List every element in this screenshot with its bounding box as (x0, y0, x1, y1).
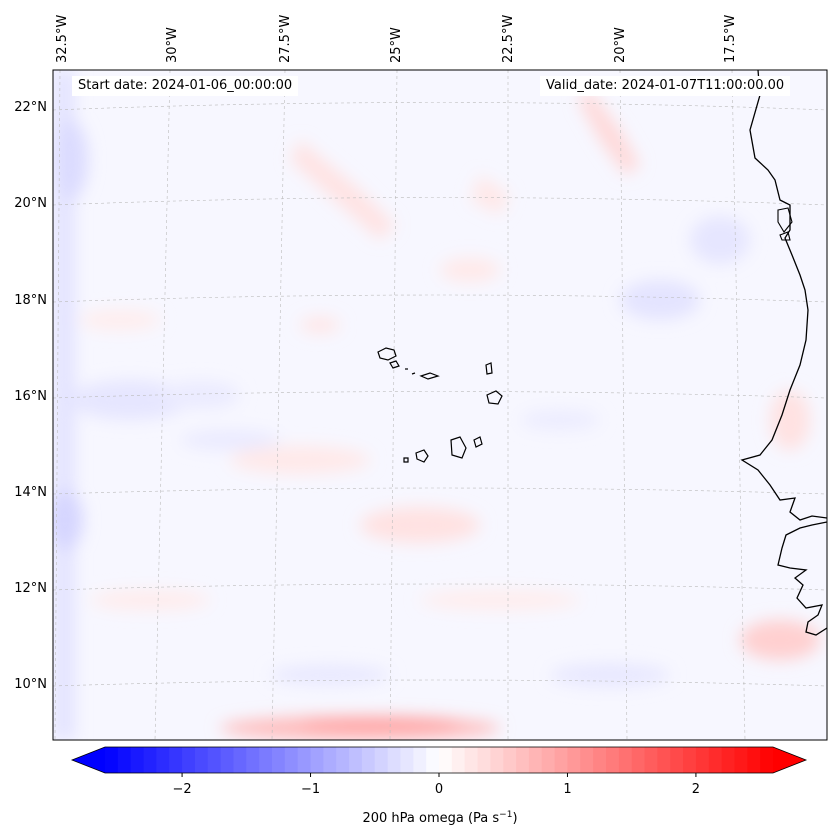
colorbar-cell (182, 747, 196, 773)
colorbar-cell (580, 747, 594, 773)
colorbar-extend-low (72, 747, 105, 773)
colorbar-cell (413, 747, 427, 773)
colorbar-cell (143, 747, 157, 773)
lat-label: 14°N (14, 485, 47, 500)
lat-label: 18°N (14, 293, 47, 308)
colorbar-cell (156, 747, 170, 773)
colorbar-tick-label: 2 (692, 782, 700, 797)
colorbar-cell (760, 747, 774, 773)
colorbar-cell (618, 747, 633, 773)
colorbar-cell (554, 747, 568, 773)
colorbar: −2 −1 0 1 2 200 hPa omega (Pa s−1) (70, 746, 808, 826)
colorbar-cell (233, 747, 247, 773)
colorbar-ticks: −2 −1 0 1 2 (172, 773, 700, 797)
colorbar-cell (516, 747, 530, 773)
colorbar-cell (734, 747, 748, 773)
lon-label: 17.5°W (723, 15, 738, 63)
coast-africa (740, 70, 827, 521)
colorbar-cell (220, 747, 234, 773)
colorbar-tick-label: −2 (172, 782, 191, 797)
colorbar-cell (130, 747, 145, 773)
colorbar-cell (169, 747, 183, 773)
lon-labels: 32.5°W 30°W 27.5°W 25°W 22.5°W 20°W 17.5… (55, 15, 738, 63)
colorbar-cell (747, 747, 761, 773)
colorbar-cell (631, 747, 646, 773)
colorbar-tick-label: −1 (301, 782, 320, 797)
lat-label: 16°N (14, 389, 47, 404)
colorbar-cell (323, 747, 337, 773)
colorbar-cell (567, 747, 581, 773)
lon-label: 32.5°W (55, 15, 70, 63)
colorbar-cell (297, 747, 312, 773)
lon-label: 25°W (389, 27, 404, 63)
colorbar-cell (336, 747, 350, 773)
lon-label: 22.5°W (501, 15, 516, 63)
colorbar-cell (644, 747, 658, 773)
start-date-label: Start date: 2024-01-06_00:00:00 (72, 76, 299, 96)
coast-africa-south (777, 521, 827, 636)
colorbar-cell (464, 747, 479, 773)
colorbar-cell (439, 747, 453, 773)
colorbar-cell (374, 747, 389, 773)
lat-labels: 22°N 20°N 18°N 16°N 14°N 12°N 10°N (14, 100, 47, 692)
lon-label: 20°W (613, 27, 628, 63)
coast-small (777, 207, 793, 241)
colorbar-tick-label: 1 (563, 782, 571, 797)
colorbar-cell (657, 747, 671, 773)
colorbar-cell (477, 747, 491, 773)
colorbar-cell (284, 747, 299, 773)
lat-label: 20°N (14, 196, 47, 211)
colorbar-extend-high (773, 747, 806, 773)
cape-verde-islands (377, 347, 503, 463)
colorbar-cell (708, 747, 723, 773)
colorbar-cell (541, 747, 556, 773)
gridlines (53, 70, 827, 740)
colorbar-cell (272, 747, 286, 773)
colorbar-cell (451, 747, 466, 773)
colorbar-cell (490, 747, 504, 773)
lat-label: 22°N (14, 100, 47, 115)
colorbar-cell (361, 747, 376, 773)
colorbar-outline (70, 746, 808, 774)
colorbar-cell (670, 747, 684, 773)
colorbar-cell (593, 747, 607, 773)
colorbar-cell (105, 747, 119, 773)
colorbar-cell (721, 747, 735, 773)
colorbar-cell (387, 747, 401, 773)
colorbar-cell (683, 747, 697, 773)
colorbar-label-sup: −1 (499, 810, 512, 820)
lon-label: 27.5°W (278, 15, 293, 63)
colorbar-cell (528, 747, 543, 773)
colorbar-cell (695, 747, 710, 773)
colorbar-cell (606, 747, 620, 773)
colorbar-cell (400, 747, 414, 773)
colorbar-cell (310, 747, 324, 773)
colorbar-cell (194, 747, 209, 773)
omega-field (53, 70, 820, 740)
colorbar-cell (259, 747, 273, 773)
colorbar-cell (117, 747, 132, 773)
lat-label: 10°N (14, 677, 47, 692)
map-frame (52, 69, 828, 741)
colorbar-label: 200 hPa omega (Pa s−1) (362, 810, 517, 826)
lon-label: 30°W (165, 27, 180, 63)
lat-label: 12°N (14, 581, 47, 596)
colorbar-tick-label: 0 (435, 782, 443, 797)
valid-date-label: Valid_date: 2024-01-07T11:00:00.00 (540, 76, 791, 96)
colorbar-cell (426, 747, 440, 773)
colorbar-cell (246, 747, 260, 773)
colorbar-cell (349, 747, 363, 773)
colorbar-cell (503, 747, 517, 773)
colorbar-cells (72, 747, 806, 773)
colorbar-cell (207, 747, 222, 773)
map-panel (53, 70, 827, 740)
